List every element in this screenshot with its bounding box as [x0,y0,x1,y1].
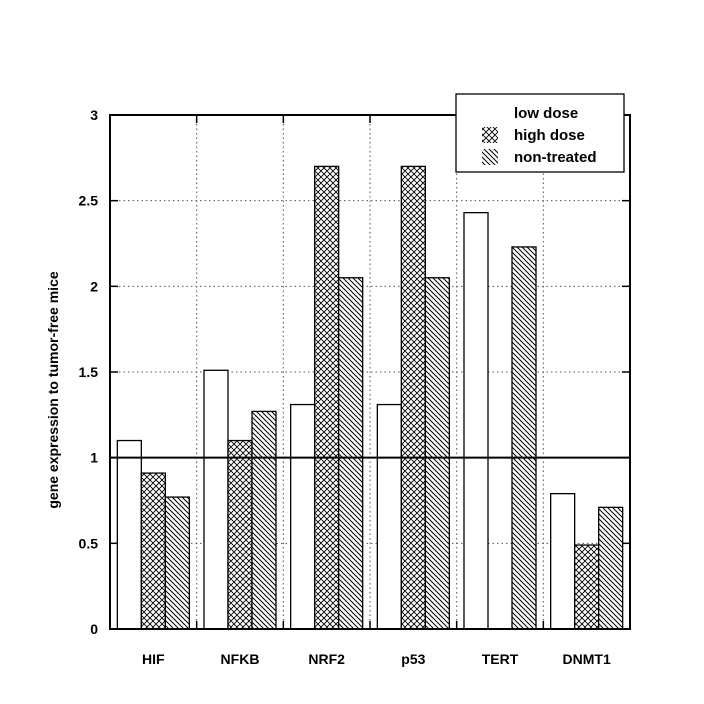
legend-swatch-non-treated [482,149,498,165]
y-tick-label: 1 [90,450,98,466]
legend-label-low-dose: low dose [514,105,578,122]
bar-low-dose-nrf2 [290,403,316,630]
x-tick-label: NRF2 [308,651,345,667]
y-tick-label: 0.5 [79,535,99,551]
legend-label-high-dose: high dose [514,127,585,144]
bar-non-treated-hif [164,496,190,630]
legend: low dose high dose non-treated [455,93,625,173]
bar-non-treated-nrf2 [338,277,364,630]
legend-label-non-treated: non-treated [514,149,597,166]
y-tick-label: 0 [90,621,98,637]
x-tick-label: DNMT1 [563,651,611,667]
bar-high-dose-p53 [400,165,426,630]
bar-low-dose-p53 [376,403,402,630]
bar-low-dose-hif [116,439,142,630]
bar-non-treated-p53 [424,277,450,630]
bar-high-dose-dnmt1 [574,544,600,630]
y-tick-label: 1.5 [79,364,99,380]
x-tick-label: p53 [401,651,425,667]
bar-low-dose-dnmt1 [550,492,576,630]
x-tick-label: HIF [142,651,165,667]
legend-swatch-low-dose [482,105,498,121]
bar-non-treated-nfkb [251,410,277,630]
y-axis-title: gene expression to tumor-free mice [45,271,61,509]
bar-non-treated-dnmt1 [598,506,624,630]
bar-non-treated-tert [511,246,537,630]
bar-high-dose-nfkb [227,439,253,630]
bar-high-dose-nrf2 [314,165,340,630]
axes [109,114,631,630]
y-tick-label: 2.5 [79,193,99,209]
bar-low-dose-nfkb [203,369,229,630]
x-tick-label: TERT [482,651,519,667]
labels: HIF NFKB NRF2 p53 TERT DNMT1 0 0.5 1 1.5 2 2.5 3 gene… [45,107,611,667]
bars [116,165,624,630]
bar-high-dose-hif [140,472,166,630]
y-tick-label: 3 [90,107,98,123]
bar-low-dose-tert [463,212,489,630]
y-tick-label: 2 [90,278,98,294]
x-tick-label: NFKB [221,651,260,667]
legend-swatch-high-dose [482,127,498,143]
